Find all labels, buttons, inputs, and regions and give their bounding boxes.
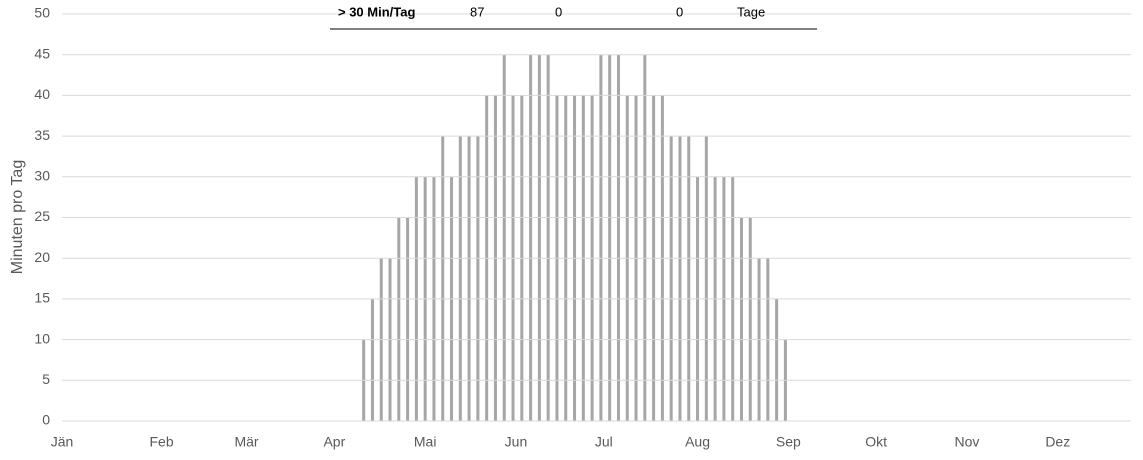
bar (546, 54, 550, 421)
table-cell: 0 (676, 4, 683, 19)
x-tick-label: Dez (1045, 434, 1070, 450)
y-tick-label: 15 (34, 290, 50, 306)
y-tick-label: 10 (34, 330, 50, 346)
y-tick-label: 50 (34, 5, 50, 21)
x-tick-label: Mär (234, 434, 258, 450)
y-tick-label: 40 (34, 86, 50, 102)
bar (669, 136, 673, 421)
bar (476, 136, 480, 421)
bar (775, 298, 779, 421)
y-tick-label: 0 (42, 412, 50, 428)
bar (370, 298, 374, 421)
bar (458, 136, 462, 421)
table-cell: Tage (737, 4, 765, 19)
table-cell: > 30 Min/Tag (338, 4, 415, 19)
bar (687, 136, 691, 421)
bar (704, 136, 708, 421)
x-tick-label: Okt (865, 434, 887, 450)
bar (537, 54, 541, 421)
y-tick-label: 35 (34, 127, 50, 143)
table-cell: 87 (470, 4, 484, 19)
x-tick-label: Mai (414, 434, 437, 450)
y-tick-label: 5 (42, 371, 50, 387)
y-tick-label: 25 (34, 208, 50, 224)
x-tick-label: Nov (955, 434, 980, 450)
bar (529, 54, 533, 421)
bar (467, 136, 471, 421)
bar (739, 217, 743, 421)
x-tick-label: Aug (685, 434, 710, 450)
bar (616, 54, 620, 421)
bar (643, 54, 647, 421)
y-axis-title: Minuten pro Tag (9, 160, 26, 274)
x-tick-label: Jul (595, 434, 613, 450)
x-tick-label: Feb (150, 434, 174, 450)
table-cell: 0 (555, 4, 562, 19)
x-tick-label: Sep (776, 434, 801, 450)
bar (406, 217, 410, 421)
bar (748, 217, 752, 421)
y-tick-label: 30 (34, 168, 50, 184)
bar (502, 54, 506, 421)
x-tick-label: Jun (505, 434, 528, 450)
y-tick-label: 45 (34, 45, 50, 61)
x-tick-label: Apr (323, 434, 345, 450)
bar (441, 136, 445, 421)
x-tick-label: Jän (51, 434, 74, 450)
y-tick-label: 20 (34, 249, 50, 265)
bar (678, 136, 682, 421)
bar (608, 54, 612, 421)
bar (599, 54, 603, 421)
bar (397, 217, 401, 421)
